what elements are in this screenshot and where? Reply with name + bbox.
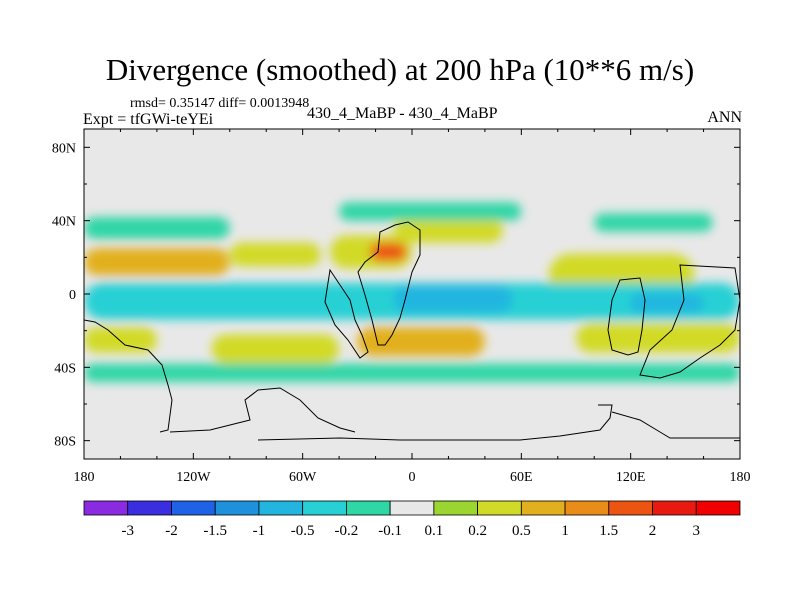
northern-landmass-outline [639,264,740,379]
colorbar-label: -3 [121,523,134,539]
stats-label: rmsd= 0.35147 diff= 0.0013948 [130,96,310,111]
field-region-10 [576,323,740,353]
colorbar-label: 1 [561,523,569,539]
colorbar-swatch-8 [389,500,435,516]
field-region-9 [357,327,485,357]
y-tick-label: 0 [69,288,76,303]
australia-outline [607,277,646,356]
period-label: ANN [707,109,742,126]
colorbar: -3 -2 -1.5 -1 -0.5 -0.2 -0.1 0.1 0.2 0.5 1 1.5 2 3 [83,500,741,539]
colorbar-label: -1 [253,523,266,539]
colorbar-label: 3 [693,523,701,539]
colorbar-swatch-14 [652,500,697,516]
colorbar-label: 1.5 [599,523,618,539]
colorbar-swatch-10 [477,500,522,516]
y-tick-label: 80N [52,141,76,156]
field-region-7 [84,327,157,353]
colorbar-label: 0.1 [424,523,443,539]
y-tick-label: 80S [54,435,76,450]
south-america-outline [357,221,421,346]
colorbar-label: -0.2 [335,523,359,539]
x-tick-label: 180 [74,470,95,485]
antarctica-outline [169,387,356,433]
africa-outline [324,268,369,359]
chart-title: Divergence (smoothed) at 200 hPa (10**6 … [105,52,695,87]
y-tick-label: 40N [52,215,76,230]
divergence-field [84,202,740,382]
colorbar-label: -0.1 [378,523,402,539]
colorbar-label: 0.2 [468,523,487,539]
field-region-17 [84,363,740,382]
field-region-8 [211,334,340,364]
x-tick-label: 60E [510,470,533,485]
experiment-label: Expt = tfGWi-teYEi [83,111,214,128]
field-region-12 [339,202,522,221]
colorbar-label: 2 [649,523,657,539]
colorbar-label: -0.5 [291,523,315,539]
colorbar-swatch-6 [302,500,347,516]
colorbar-swatch-12 [564,500,610,516]
field-region-11 [84,217,230,239]
field-region-16 [630,294,704,313]
field-region-4 [370,242,407,261]
colorbar-label: -2 [165,523,178,539]
colorbar-label: -1.5 [203,523,227,539]
colorbar-label: 0.5 [512,523,531,539]
field-region-15 [393,284,513,313]
field-region-13 [594,213,713,232]
colorbar-swatch-4 [214,500,260,516]
colorbar-swatch-1 [83,500,129,516]
x-tick-label: 180 [730,470,751,485]
colorbar-swatch-7 [345,500,391,516]
west-landmass-outline [84,319,173,433]
antarctica-coast-outline [257,404,613,441]
continent-outlines [84,221,740,441]
x-tick-label: 0 [409,470,416,485]
colorbar-swatch-13 [608,500,653,516]
colorbar-swatch-5 [258,500,304,516]
colorbar-swatch-15 [695,500,741,516]
field-region-2 [229,242,321,267]
field-region-5 [393,217,504,243]
colorbar-swatch-11 [520,500,566,516]
case-label: 430_4_MaBP - 430_4_MaBP [307,105,498,122]
y-tick-label: 40S [54,361,76,376]
x-tick-label: 120E [616,470,646,485]
colorbar-swatch-2 [127,500,172,516]
colorbar-swatch-9 [433,500,479,516]
x-tick-label: 60W [289,470,317,485]
antarctica-east-outline [611,411,740,439]
axes: 180 120W 60W 0 60E 120E 180 80N 40N 0 40S 80S [52,129,751,485]
x-tick-label: 120W [176,470,211,485]
field-region-1 [84,248,230,276]
colorbar-swatch-3 [171,500,216,516]
